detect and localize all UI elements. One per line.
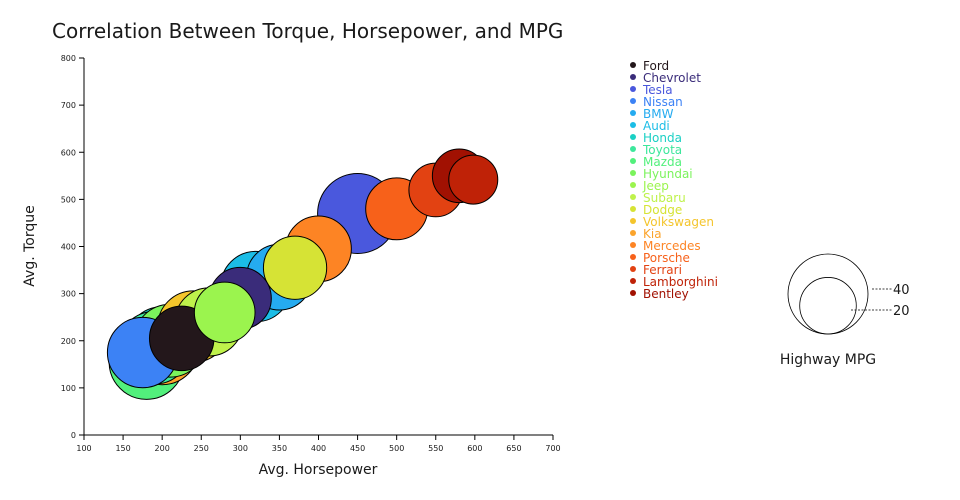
x-tick-label: 200: [155, 444, 170, 453]
y-tick-label: 600: [61, 148, 76, 157]
x-tick-label: 150: [115, 444, 130, 453]
legend-marker: [630, 278, 636, 284]
x-tick-label: 400: [311, 444, 326, 453]
legend-marker: [630, 242, 636, 248]
chart-title: Correlation Between Torque, Horsepower, …: [52, 19, 563, 43]
x-tick-label: 500: [389, 444, 404, 453]
size-legend-circle: [787, 253, 869, 335]
y-tick-label: 700: [61, 101, 76, 110]
legend-marker: [630, 266, 636, 272]
legend-marker: [630, 194, 636, 200]
legend-item-volkswagen: Volkswagen: [643, 215, 714, 229]
x-tick-label: 450: [350, 444, 365, 453]
legend-marker: [630, 218, 636, 224]
legend-marker: [630, 170, 636, 176]
size-legend-label: 20: [893, 304, 910, 319]
legend-marker: [630, 158, 636, 164]
y-axis-ticks: 0 100 200 300 400 500 600 700 800: [61, 54, 84, 440]
legend-marker: [630, 134, 636, 140]
x-tick-label: 700: [545, 444, 560, 453]
x-tick-label: 650: [506, 444, 521, 453]
legend-item-jeep: Jeep: [642, 179, 669, 193]
legend-item-tesla: Tesla: [642, 83, 673, 97]
size-legend-label: 40: [893, 283, 910, 298]
size-legend-circle: [799, 277, 857, 335]
y-tick-label: 800: [61, 54, 76, 63]
y-tick-label: 100: [61, 384, 76, 393]
legend-item-dodge: Dodge: [643, 203, 682, 217]
legend: FordChevroletTeslaNissanBMWAudiHondaToyo…: [630, 59, 718, 301]
y-tick-label: 300: [61, 290, 76, 299]
legend-item-porsche: Porsche: [643, 251, 690, 265]
legend-item-honda: Honda: [643, 131, 682, 145]
size-legend: Highway MPG 40 20: [780, 253, 910, 368]
bubble-jeep[interactable]: Jeep: [193, 281, 256, 344]
y-tick-label: 400: [61, 243, 76, 252]
legend-item-kia: Kia: [643, 227, 662, 241]
x-tick-label: 350: [272, 444, 287, 453]
legend-item-ford: Ford: [643, 59, 669, 73]
legend-item-lamborghini: Lamborghini: [643, 275, 718, 289]
legend-marker: [630, 86, 636, 92]
legend-item-mercedes: Mercedes: [643, 239, 701, 253]
x-tick-label: 100: [76, 444, 91, 453]
legend-marker: [630, 110, 636, 116]
y-tick-label: 200: [61, 337, 76, 346]
x-tick-label: 550: [428, 444, 443, 453]
legend-marker: [630, 230, 636, 236]
legend-item-bentley: Bentley: [643, 287, 689, 301]
bubble-dodge[interactable]: Dodge: [262, 235, 328, 300]
legend-item-ferrari: Ferrari: [643, 263, 682, 277]
x-axis-label: Avg. Horsepower: [259, 462, 378, 478]
bubble-lamborghini[interactable]: Lamborghini: [448, 154, 499, 205]
legend-marker: [630, 254, 636, 260]
plot-area: 100 150 200 250 300 350 400 450 500 550 600 650 700 …: [61, 54, 561, 453]
legend-marker: [630, 98, 636, 104]
y-axis-label: Avg. Torque: [22, 205, 38, 286]
y-tick-label: 500: [61, 195, 76, 204]
legend-marker: [630, 182, 636, 188]
legend-item-chevrolet: Chevrolet: [643, 71, 701, 85]
legend-item-nissan: Nissan: [643, 95, 683, 109]
y-tick-label: 0: [71, 431, 76, 440]
x-axis-ticks: 100 150 200 250 300 350 400 450 500 550 600 650 700: [76, 435, 561, 453]
legend-marker: [630, 206, 636, 212]
legend-item-bmw: BMW: [643, 107, 674, 121]
size-legend-title: Highway MPG: [780, 352, 876, 368]
legend-marker: [630, 146, 636, 152]
legend-marker: [630, 122, 636, 128]
legend-item-mazda: Mazda: [643, 155, 682, 169]
legend-item-audi: Audi: [643, 119, 670, 133]
legend-marker: [630, 290, 636, 296]
legend-item-hyundai: Hyundai: [643, 167, 693, 181]
legend-marker: [630, 74, 636, 80]
x-tick-label: 300: [233, 444, 248, 453]
legend-item-toyota: Toyota: [642, 143, 682, 157]
bubbles: TeslaMazdaKiaHondaToyotaHyundaiVolkswage…: [106, 148, 499, 400]
x-tick-label: 250: [194, 444, 209, 453]
x-tick-label: 600: [467, 444, 482, 453]
legend-item-subaru: Subaru: [643, 191, 686, 205]
legend-marker: [630, 62, 636, 68]
